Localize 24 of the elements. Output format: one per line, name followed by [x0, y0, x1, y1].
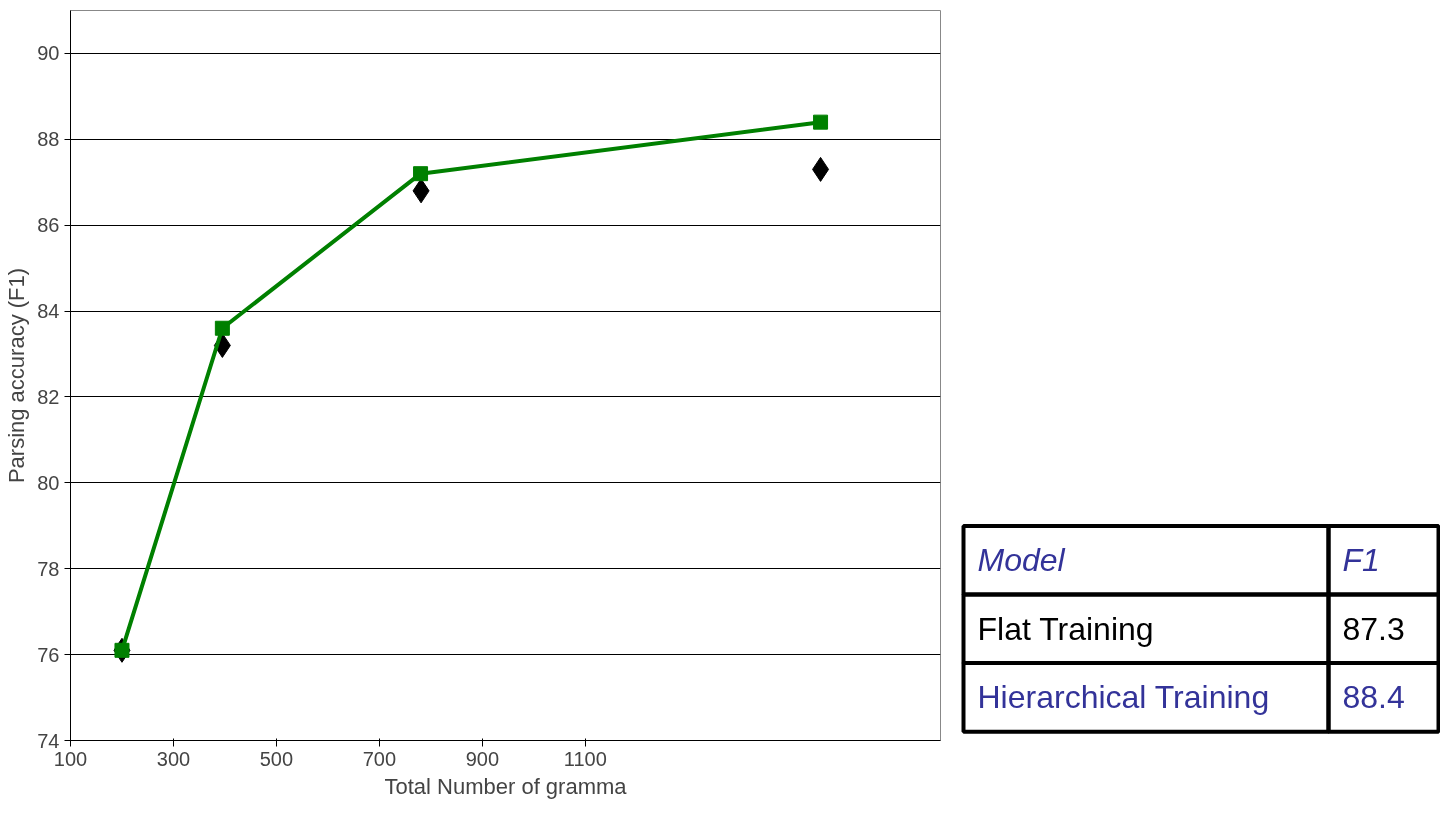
x-tick-label: 900 — [465, 747, 500, 770]
text: Flat Training — [977, 610, 1154, 647]
x-tick-label: 300 — [156, 747, 191, 770]
point — [813, 114, 829, 130]
y-tick-label: 76 — [37, 643, 60, 666]
y-tick-label: 78 — [37, 557, 60, 580]
text: Model — [977, 542, 1066, 579]
point — [413, 166, 429, 182]
x-tick-label: 500 — [259, 747, 294, 770]
y-tick-label: 84 — [37, 300, 60, 323]
text: 87.3 — [1342, 610, 1405, 647]
y-axis-title: Parsing accuracy (F1) — [4, 267, 30, 484]
x-tick-label: 1100 — [563, 747, 607, 770]
y-tick-label: 80 — [37, 471, 60, 494]
y-tick-label: 90 — [37, 42, 60, 65]
x-tick-label: 700 — [362, 747, 397, 770]
point — [214, 320, 230, 336]
y-tick-label: 88 — [37, 128, 60, 151]
x-axis-title: Total Number of gramma — [384, 773, 628, 799]
y-tick-label: 82 — [37, 385, 60, 408]
y-tick-label: 86 — [37, 214, 60, 237]
text: Hierarchical Training — [977, 679, 1270, 716]
text: F1 — [1342, 542, 1380, 579]
text: 88.4 — [1342, 679, 1405, 716]
